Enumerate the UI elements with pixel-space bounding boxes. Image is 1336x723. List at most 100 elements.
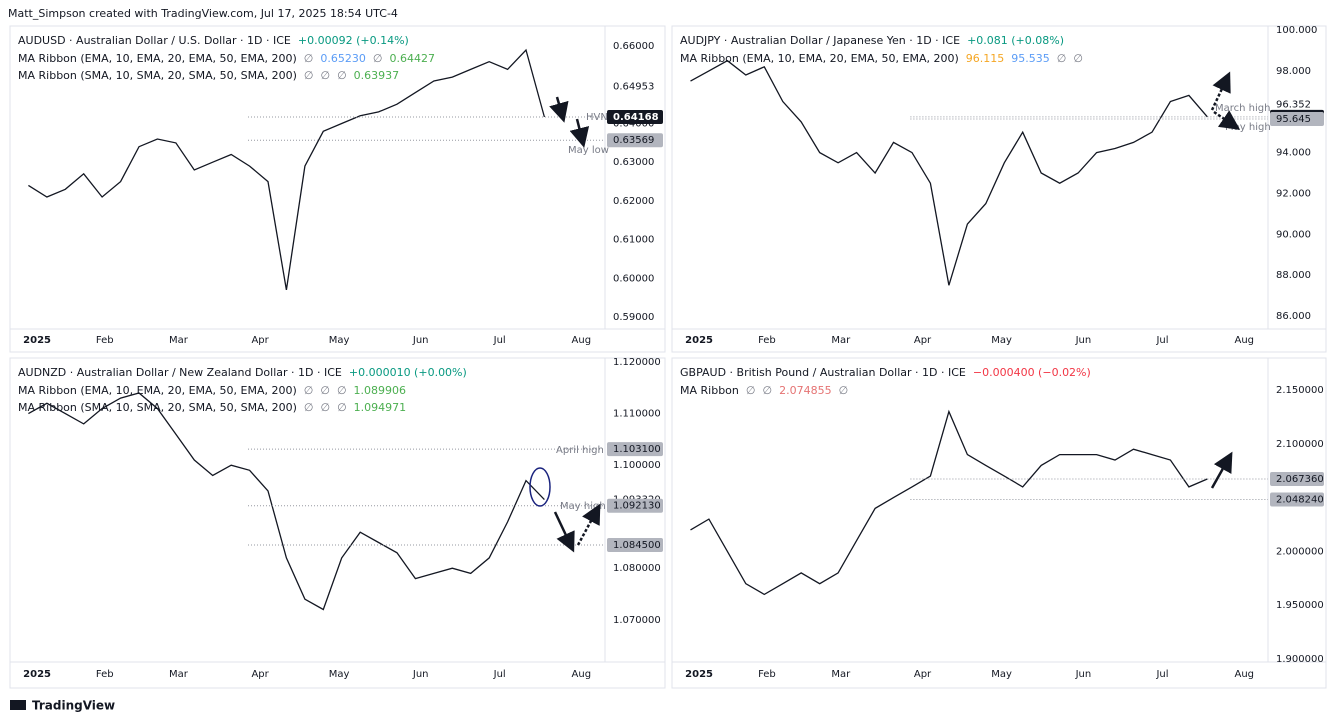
indicator-value: ∅ [337,69,347,82]
indicator-value: ∅ [1057,52,1067,65]
header-text: Matt_Simpson created with TradingView.co… [8,7,398,20]
y-tick-label: 0.60000 [613,273,654,284]
x-tick-label: Apr [914,669,932,680]
x-tick-label: 2025 [23,669,51,680]
indicator-value: 96.115 [966,52,1005,65]
indicator-value: ∅ [304,401,314,414]
price-tag-label: 96.352 [1276,100,1311,111]
y-tick-label: 2.100000 [1276,439,1324,450]
x-tick-label: Feb [758,335,776,346]
indicator-value: ∅ [320,69,330,82]
indicator-value: ∅ [1073,52,1083,65]
x-tick-label: Jun [412,335,429,346]
indicator-value: 0.63937 [354,69,400,82]
drawings [529,71,1241,553]
symbol-title: GBPAUD · British Pound / Australian Doll… [680,366,966,379]
x-tick-label: Jul [1155,335,1168,346]
indicator-name: MA Ribbon (EMA, 10, EMA, 20, EMA, 50, EM… [680,52,959,65]
x-tick-label: Apr [251,669,269,680]
annotation: May low [568,145,609,156]
indicator-value: ∅ [337,384,347,397]
price-tag [607,538,663,553]
x-tick-label: Aug [1234,669,1254,680]
arrow [576,503,601,546]
annotation: April high [556,445,604,456]
footer-brand: TradingView [32,699,115,713]
arrow [553,511,575,553]
price-tag-label: 0.64168 [613,112,659,123]
symbol-title: AUDJPY · Australian Dollar / Japanese Ye… [680,34,960,47]
price-change: +0.00092 (+0.14%) [298,34,409,47]
price-tag [1270,492,1324,507]
x-tick-label: Jul [493,335,506,346]
indicator-value: ∅ [320,401,330,414]
price-tag [607,110,663,125]
price-change: +0.000010 (+0.00%) [349,366,467,379]
price-tag-label: 1.092130 [613,501,661,512]
price-tag-label: 0.64953 [613,82,654,93]
price-tag-label: 2.067360 [1276,474,1324,485]
price-tag-label: 95.645 [1276,114,1311,125]
x-tick-label: Jun [1075,335,1092,346]
panel-frame [671,25,1327,353]
y-tick-label: 98.000 [1276,66,1311,77]
price-line [690,409,1208,596]
indicator-value: ∅ [337,401,347,414]
x-tick-label: May [329,335,350,346]
x-tick-label: Aug [1234,335,1254,346]
x-tick-label: Feb [96,335,114,346]
price-tag [1270,471,1324,486]
y-tick-label: 1.100000 [613,460,661,471]
arrow [549,96,569,123]
indicator-value: 1.094971 [354,401,407,414]
price-tag-label: 1.084500 [613,540,661,551]
annotation: March high [1215,103,1270,114]
indicator-value: 0.64427 [389,52,435,65]
x-tick-label: Apr [914,335,932,346]
x-tick-label: Jun [1075,669,1092,680]
symbol-title: AUDNZD · Australian Dollar / New Zealand… [18,366,342,379]
x-tick-label: Aug [572,669,592,680]
indicator-name: MA Ribbon (SMA, 10, SMA, 20, SMA, 50, SM… [18,401,297,414]
indicator-value: 0.65230 [320,52,366,65]
price-tag-label: 1.103100 [613,444,661,455]
y-tick-label: 100.000 [1276,25,1317,36]
arrow [1210,71,1231,111]
price-tag [1270,111,1324,126]
price-tag-label: 0.63569 [613,135,654,146]
indicator-value: 95.535 [1011,52,1050,65]
y-tick-label: 1.120000 [613,357,661,368]
indicator-value: ∅ [304,69,314,82]
price-tag [607,133,663,148]
indicator-value: 1.089906 [354,384,407,397]
y-tick-label: 2.000000 [1276,546,1324,557]
arrow [1213,110,1241,130]
annotation: HVN [586,112,608,123]
y-tick-label: 1.070000 [613,615,661,626]
price-tag-label: 2.048240 [1276,495,1324,506]
annotation: May high [1225,122,1271,133]
y-tick-label: 0.61000 [613,235,654,246]
x-tick-label: Feb [758,669,776,680]
x-tick-label: Feb [96,669,114,680]
x-tick-label: Mar [831,335,851,346]
indicator-value: ∅ [304,384,314,397]
y-tick-label: 1.900000 [1276,654,1324,665]
y-tick-label: 90.000 [1276,229,1311,240]
indicator-name: MA Ribbon [680,384,739,397]
x-tick-label: Jul [1155,669,1168,680]
indicator-name: MA Ribbon (EMA, 10, EMA, 20, EMA, 50, EM… [18,384,297,397]
x-tick-label: Mar [831,669,851,680]
price-line [28,392,545,611]
annotation: May high [560,501,606,512]
y-tick-label: 1.080000 [613,563,661,574]
x-tick-label: May [991,335,1012,346]
indicator-name: MA Ribbon (SMA, 10, SMA, 20, SMA, 50, SM… [18,69,297,82]
indicator-value: ∅ [320,384,330,397]
x-tick-label: Mar [169,669,189,680]
y-tick-label: 88.000 [1276,270,1311,281]
y-tick-label: 0.66000 [613,41,654,52]
footer-logo: TradingView [10,699,115,713]
price-tag [607,442,663,457]
